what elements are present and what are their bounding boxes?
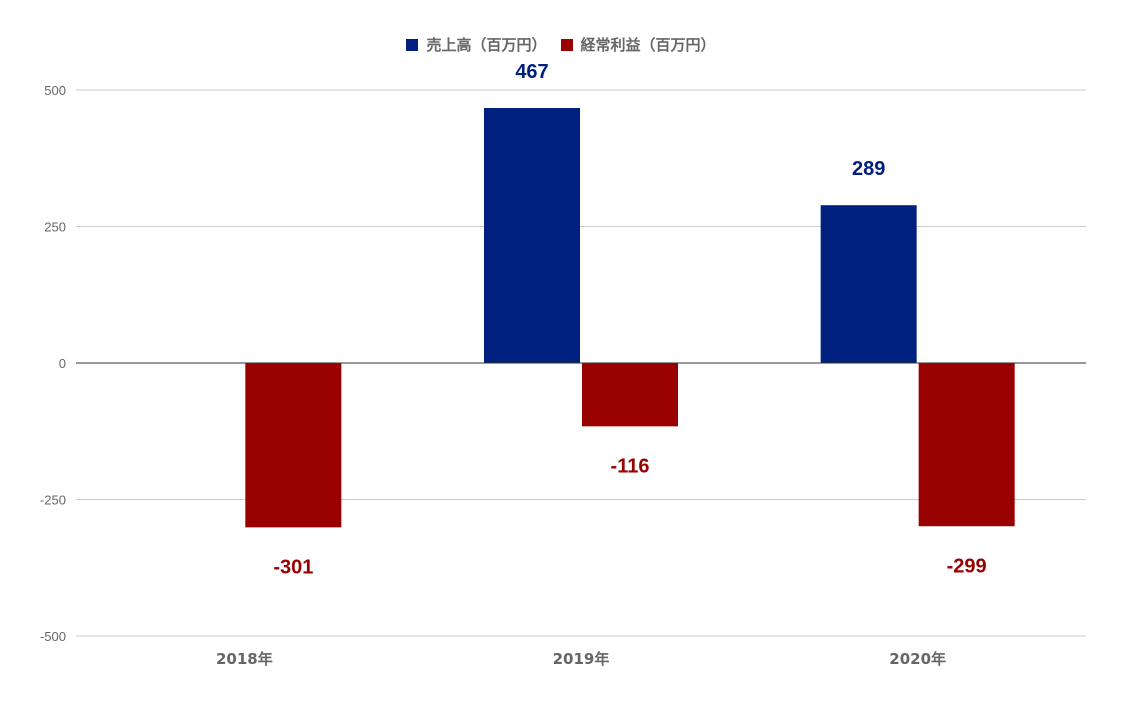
legend: 売上高（百万円） 経常利益（百万円）: [0, 34, 1122, 55]
bar: [918, 363, 1015, 527]
legend-item-sales[interactable]: 売上高（百万円）: [406, 34, 547, 55]
y-tick-label: -250: [40, 493, 66, 508]
legend-label-ordinary-profit: 経常利益（百万円）: [580, 36, 716, 54]
x-tick-label: 2018年: [216, 650, 273, 668]
legend-swatch-sales: [406, 38, 419, 51]
y-tick-label: 250: [44, 220, 66, 235]
data-label: 467: [515, 61, 548, 83]
data-label: -301: [273, 556, 313, 578]
y-tick-label: -500: [40, 629, 66, 644]
data-label: -116: [611, 455, 650, 477]
x-tick-label: 2020年: [889, 650, 946, 668]
data-label: -299: [947, 555, 987, 577]
y-tick-label: 500: [44, 83, 66, 98]
bar: [820, 205, 917, 363]
bar: [245, 363, 342, 528]
x-tick-label: 2019年: [553, 650, 610, 668]
legend-item-ordinary-profit[interactable]: 経常利益（百万円）: [560, 34, 716, 55]
legend-label-sales: 売上高（百万円）: [426, 36, 547, 54]
y-tick-label: 0: [59, 356, 66, 371]
bar: [582, 363, 678, 427]
bar: [484, 108, 580, 363]
legend-swatch-ordinary-profit: [560, 38, 573, 51]
data-label: 289: [852, 158, 885, 180]
